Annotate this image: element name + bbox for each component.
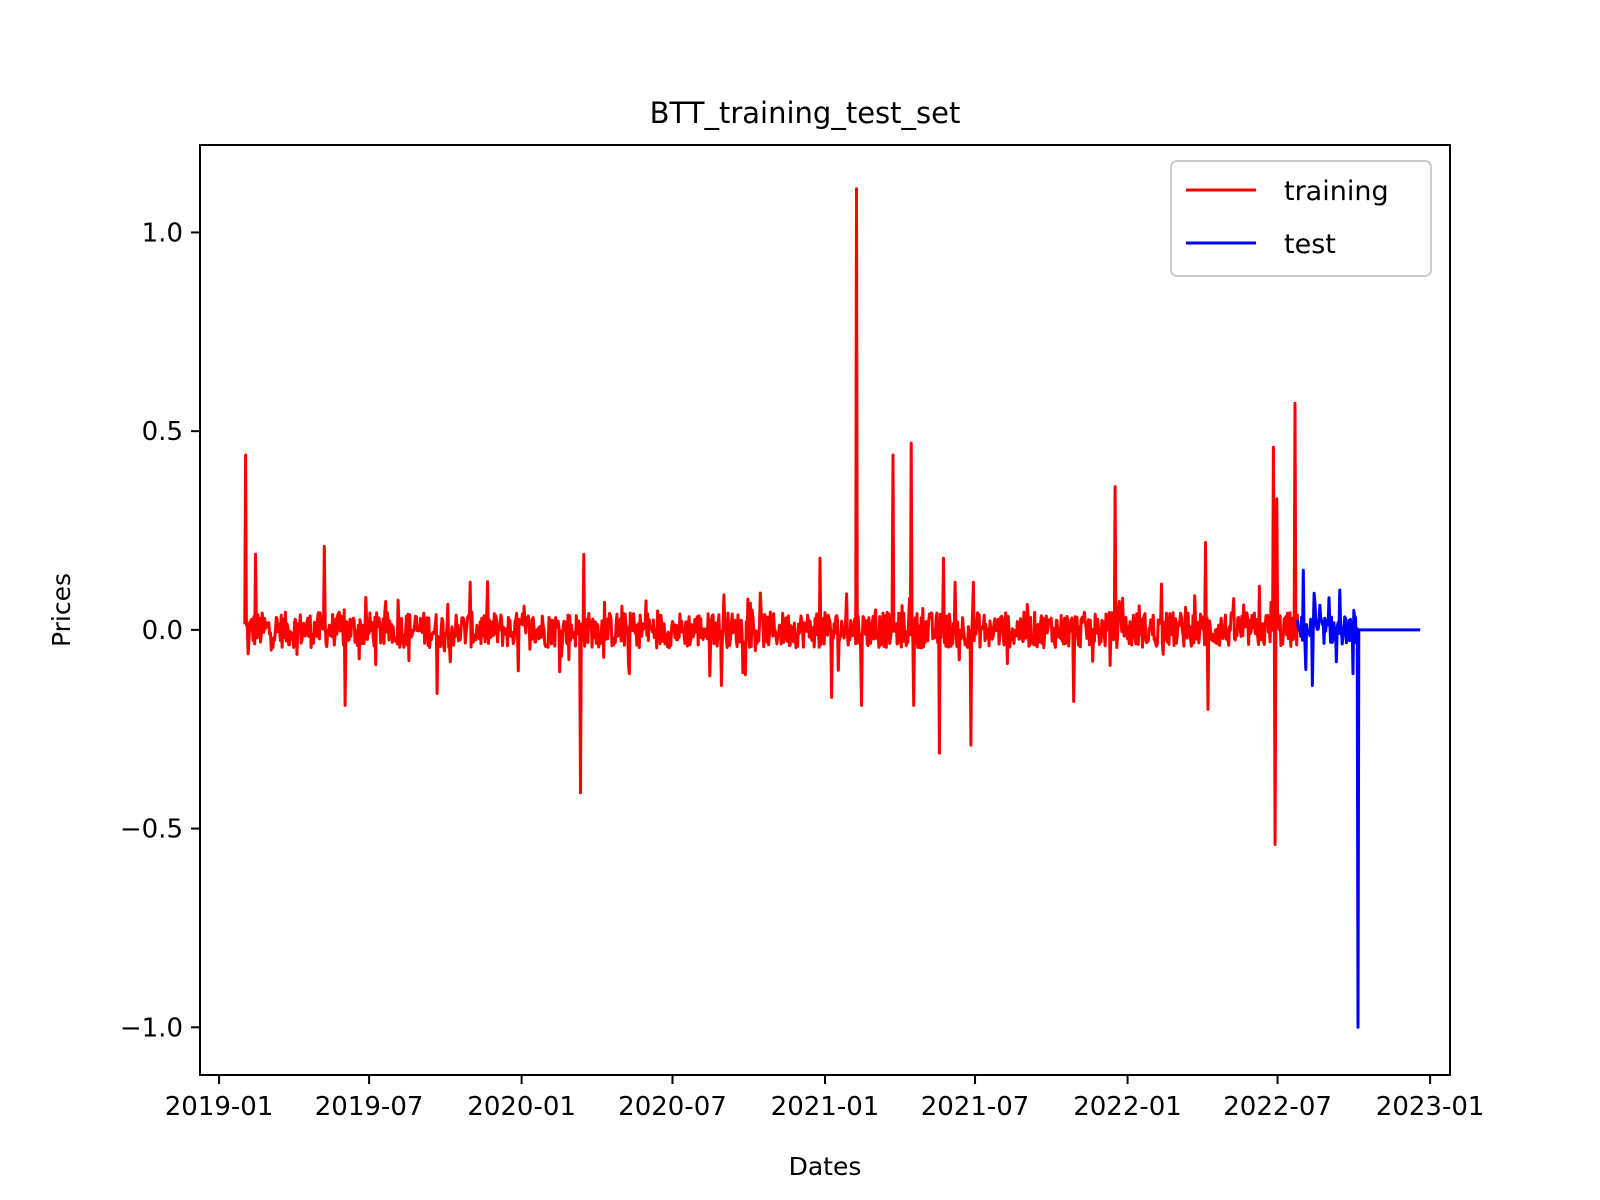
legend: training test [1170, 160, 1432, 277]
y-tick-label: 0.5 [142, 417, 183, 447]
y-tick-label: −0.5 [120, 815, 183, 845]
x-axis: 2019-01 2019-07 2020-01 2020-07 2021-01 2021-… [165, 1075, 1485, 1122]
chart-title: BTT_training_test_set [650, 96, 961, 130]
x-tick-label: 2020-01 [467, 1092, 576, 1122]
series-line-training [243, 187, 1299, 846]
x-tick-label: 2022-07 [1223, 1092, 1332, 1122]
x-tick-label: 2020-07 [618, 1092, 727, 1122]
x-tick-label: 2019-01 [165, 1092, 274, 1122]
x-tick-label: 2022-01 [1073, 1092, 1182, 1122]
legend-label-test: test [1284, 229, 1336, 260]
x-tick-label: 2019-07 [315, 1092, 424, 1122]
plot-lines [243, 187, 1421, 1029]
x-tick-label: 2021-07 [921, 1092, 1030, 1122]
x-axis-label: Dates [789, 1152, 862, 1181]
y-tick-label: 1.0 [142, 218, 183, 248]
y-axis: 1.0 0.5 0.0 −0.5 −1.0 [120, 218, 200, 1043]
y-tick-label: −1.0 [120, 1013, 183, 1043]
legend-label-training: training [1284, 176, 1389, 207]
y-axis-label: Prices [47, 573, 76, 647]
x-tick-label: 2023-01 [1376, 1092, 1485, 1122]
series-line-test [1296, 568, 1421, 1029]
y-tick-label: 0.0 [142, 616, 183, 646]
x-tick-label: 2021-01 [771, 1092, 880, 1122]
